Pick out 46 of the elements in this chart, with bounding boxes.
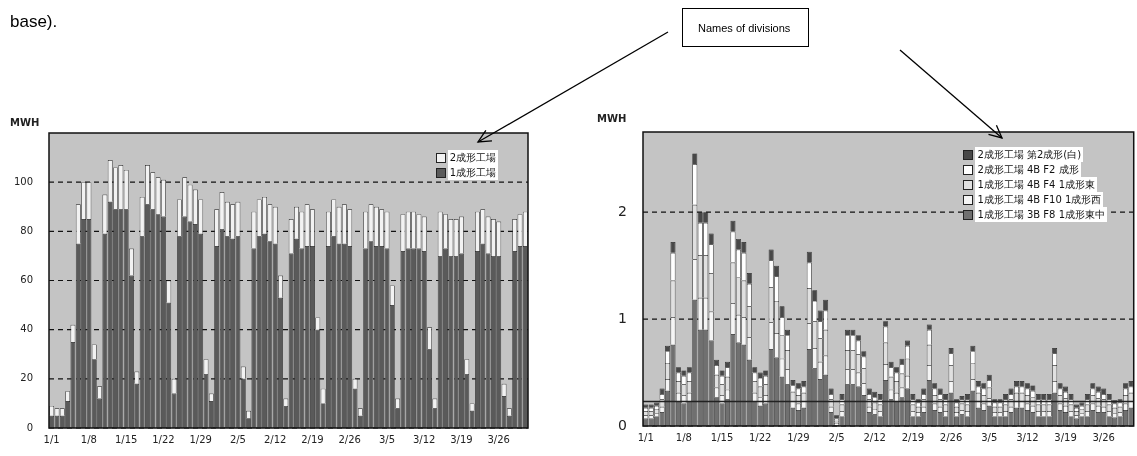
text: base).: [10, 12, 58, 32]
legend-label: 1成形工場: [447, 165, 498, 180]
x-tick-label: 3/5: [378, 433, 396, 445]
x-tick-label: 3/19: [450, 433, 473, 445]
y-tick-label: 1: [618, 309, 627, 326]
x-tick-label: 1/8: [675, 431, 692, 443]
text: Names of divisions: [682, 8, 810, 47]
x-tick-label: 2/19: [901, 431, 925, 443]
x-tick-label: 3/19: [1054, 431, 1077, 443]
y-tick-label: 0: [26, 421, 33, 433]
legend-label: 2成形工場 4B F2 成形: [975, 162, 1081, 177]
legend-label: 1成形工場 4B F10 1成形西: [975, 192, 1104, 207]
x-tick-label: 2/5: [828, 431, 845, 443]
x-tick-label: 3/26: [487, 433, 510, 445]
x-tick-label: 1/29: [787, 431, 810, 443]
legend-label: 1成形工場 4B F4 1成形東: [975, 177, 1097, 192]
x-tick-label: 3/12: [1016, 431, 1039, 443]
y-tick-label: 40: [20, 323, 33, 335]
y-axis-title: MWH: [10, 117, 40, 128]
x-tick-label: 1/15: [710, 431, 734, 443]
legend-label: 2成形工場 第2成形(白): [975, 147, 1084, 162]
y-tick-label: 20: [20, 372, 33, 384]
x-tick-label: 2/5: [229, 433, 246, 445]
x-tick-label: 1/22: [748, 431, 772, 443]
legend-label: 1成形工場 3B F8 1成形東中: [975, 207, 1107, 222]
x-tick-label: 1/29: [189, 433, 212, 445]
y-tick-label: 60: [20, 274, 33, 286]
x-tick-label: 3/5: [981, 431, 998, 443]
x-tick-label: 1/1: [637, 431, 654, 443]
x-tick-label: 1/22: [152, 433, 175, 445]
x-tick-label: 1/15: [114, 433, 138, 445]
x-tick-label: 2/19: [301, 433, 324, 445]
x-tick-label: 2/12: [863, 431, 886, 443]
x-tick-label: 2/26: [338, 433, 361, 445]
legend-label: 2成形工場: [447, 150, 498, 165]
x-tick-label: 1/1: [43, 433, 60, 445]
y-tick-label: 80: [20, 224, 33, 236]
x-tick-label: 2/26: [939, 431, 963, 443]
x-tick-label: 2/12: [263, 433, 287, 445]
y-tick-label: 0: [618, 416, 627, 433]
y-axis-title: MWH: [597, 113, 627, 124]
y-tick-label: 100: [13, 175, 33, 187]
y-tick-label: 2: [618, 202, 627, 219]
x-tick-label: 3/26: [1092, 431, 1115, 443]
x-tick-label: 1/8: [80, 433, 97, 445]
x-tick-label: 3/12: [412, 433, 436, 445]
